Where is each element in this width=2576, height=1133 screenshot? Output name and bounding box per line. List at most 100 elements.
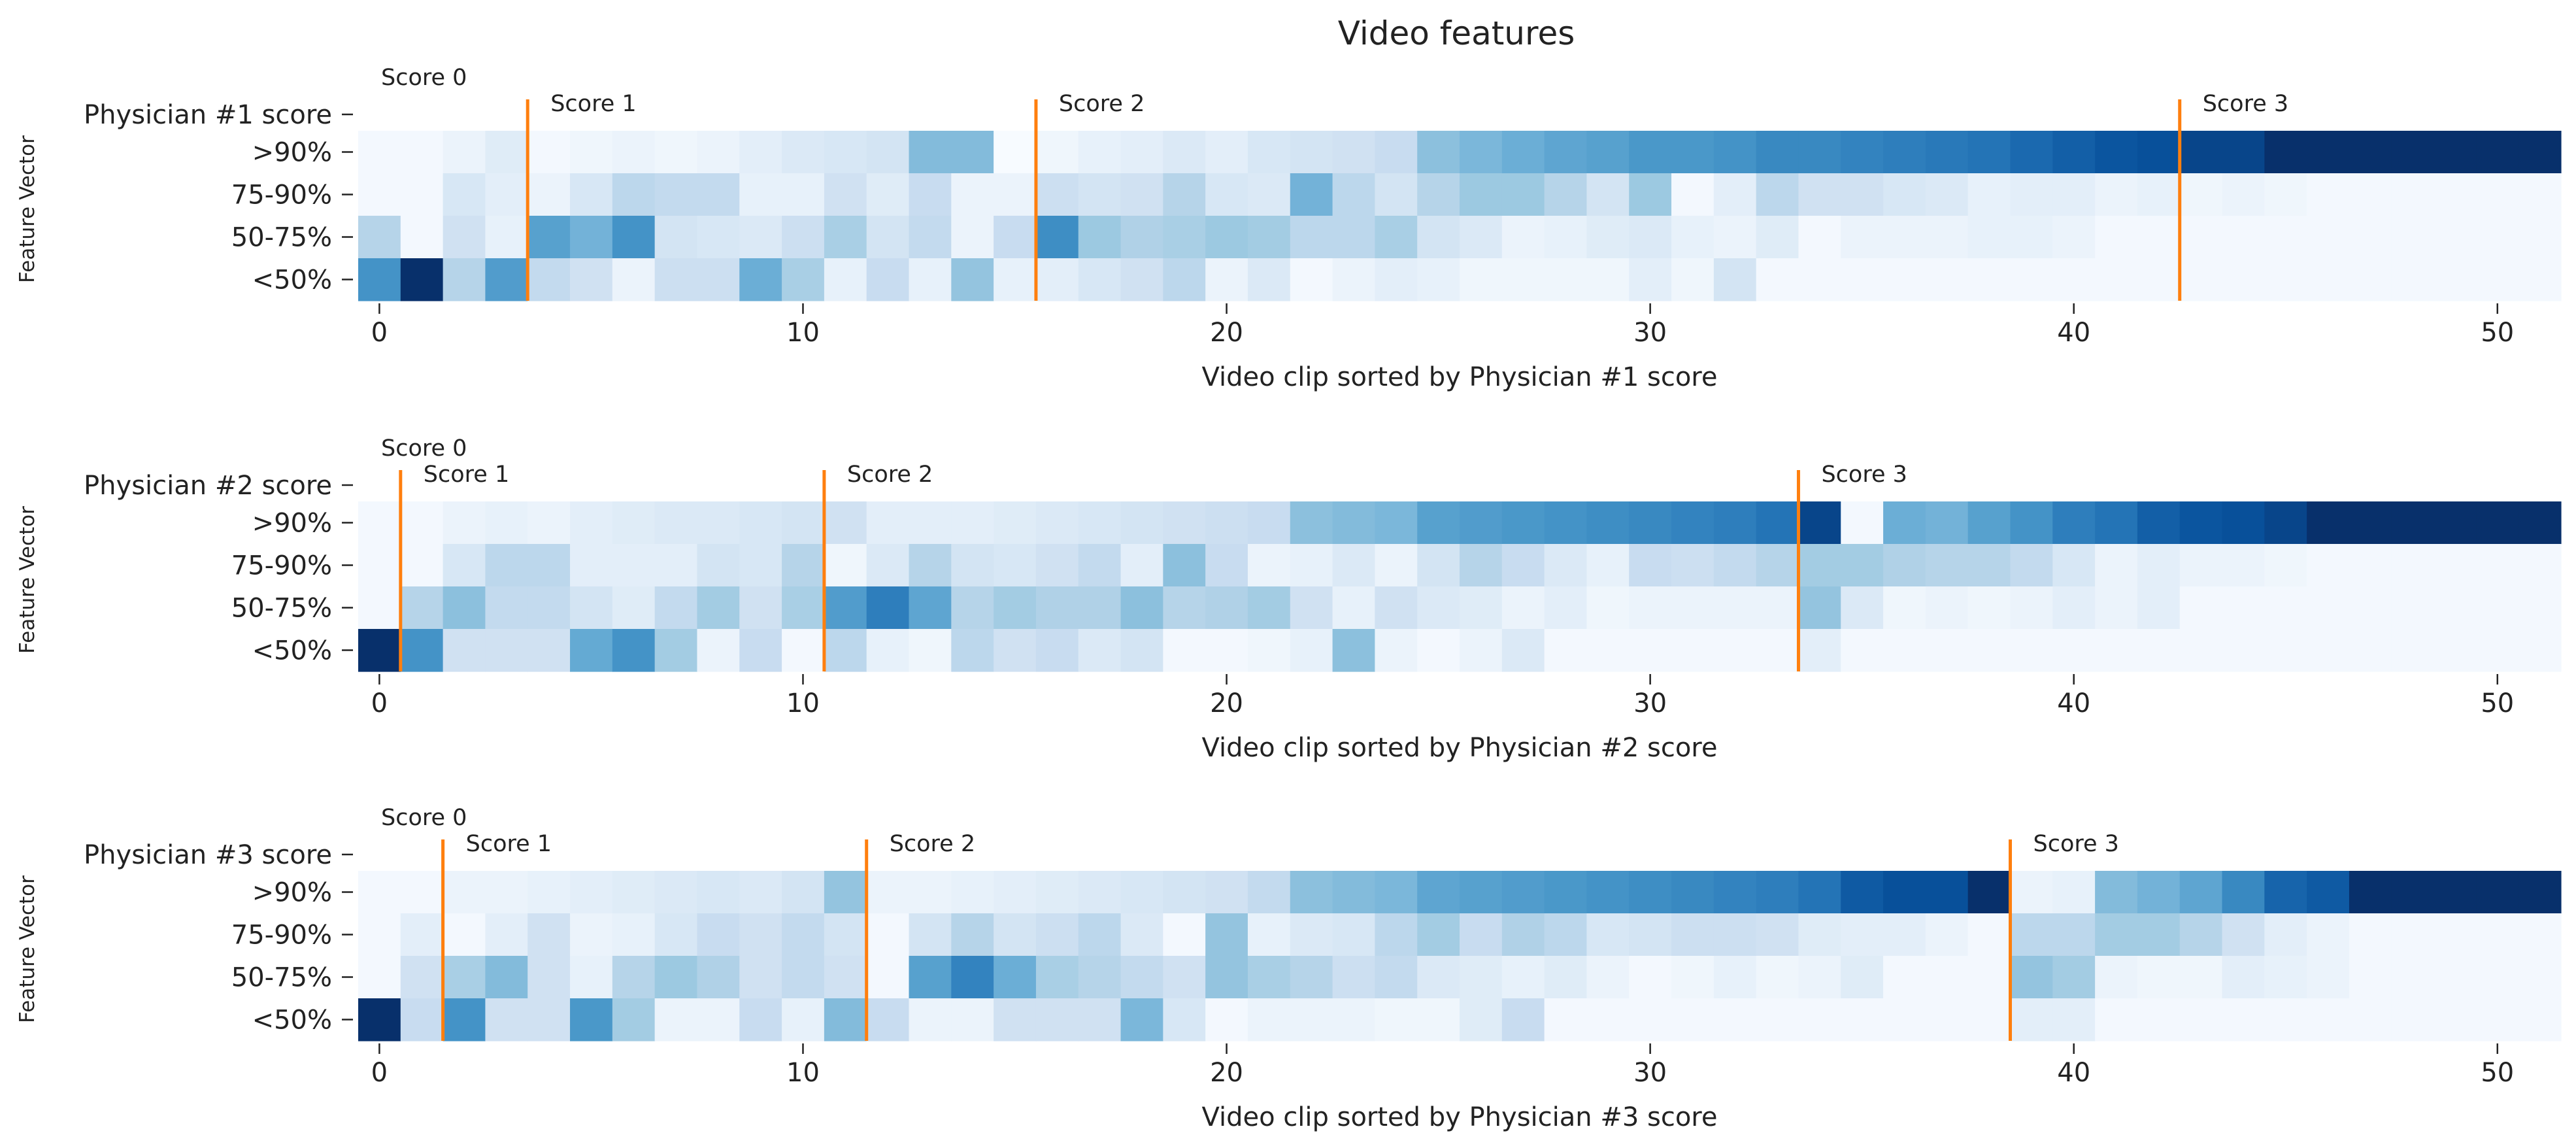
heatmap-cell (1883, 629, 1926, 672)
heatmap-cell (994, 998, 1037, 1041)
heatmap-cell (2518, 173, 2562, 216)
y-tick-label: <50% (252, 1006, 332, 1036)
heatmap-cell (1035, 173, 1079, 216)
heatmap-cell (1247, 913, 1291, 956)
heatmap-cell (2391, 131, 2435, 174)
heatmap-cell (2179, 131, 2223, 174)
heatmap-cell (485, 544, 528, 587)
heatmap-cell (1120, 629, 1163, 672)
heatmap-cell (358, 956, 401, 999)
heatmap-cell (1417, 998, 1460, 1041)
heatmap-cell (1501, 216, 1545, 259)
heatmap-cell (443, 913, 486, 956)
heatmap-cell (1967, 131, 2011, 174)
heatmap-cell (739, 871, 782, 914)
heatmap-cell (400, 586, 444, 630)
heatmap-cell (2010, 544, 2053, 587)
heatmap-cell (570, 173, 613, 216)
heatmap-cell (2010, 131, 2053, 174)
heatmap-cell (1290, 544, 1333, 587)
heatmap-cell (1163, 998, 1206, 1041)
heatmap-cell (1205, 501, 1248, 545)
heatmap-cell (2476, 131, 2519, 174)
heatmap-cell (1501, 913, 1545, 956)
heatmap-cell (1205, 998, 1248, 1041)
heatmap-cell (1883, 998, 1926, 1041)
heatmap-cell (1967, 629, 2011, 672)
heatmap-cell (2095, 501, 2138, 545)
heatmap-cell (654, 586, 698, 630)
heatmap-cell (2307, 173, 2350, 216)
heatmap-cell (1460, 131, 1503, 174)
heatmap-cell (2222, 258, 2265, 301)
heatmap-cell (2434, 216, 2477, 259)
heatmap-cell (1417, 173, 1460, 216)
heatmap-cell (2137, 501, 2181, 545)
heatmap-cell (443, 629, 486, 672)
heatmap-cell (1798, 956, 1841, 999)
heatmap-cell (1332, 586, 1375, 630)
heatmap-cell (824, 998, 867, 1041)
heatmap-cell (2137, 998, 2181, 1041)
heatmap-cell (909, 544, 952, 587)
heatmap-cell (1925, 586, 1969, 630)
heatmap-cell (951, 544, 994, 587)
heatmap-cell (2137, 216, 2181, 259)
heatmap-cell (1332, 871, 1375, 914)
heatmap-cell (443, 871, 486, 914)
score-label: Score 2 (890, 831, 975, 857)
heatmap-cell (654, 871, 698, 914)
heatmap-cell (527, 913, 571, 956)
heatmap-cell (1035, 956, 1079, 999)
heatmap-cell (739, 501, 782, 545)
chart-title: Video features (1338, 14, 1575, 52)
heatmap-cell (2476, 998, 2519, 1041)
heatmap-cell (1883, 871, 1926, 914)
heatmap-cell (1460, 586, 1503, 630)
heatmap-cell (697, 501, 740, 545)
x-tick-label: 10 (786, 688, 820, 719)
heatmap-cell (443, 173, 486, 216)
heatmap-cell (1290, 501, 1333, 545)
heatmap-cell (2095, 131, 2138, 174)
heatmap-cell (612, 586, 656, 630)
heatmap-cell (1925, 998, 1969, 1041)
x-tick-label: 20 (1210, 318, 1243, 348)
heatmap-cell (824, 131, 867, 174)
heatmap-cell (1586, 956, 1630, 999)
heatmap-cell (2391, 173, 2435, 216)
heatmap-cell (697, 913, 740, 956)
score-label: Score 1 (466, 831, 552, 857)
heatmap-cell (2518, 956, 2562, 999)
heatmap-cell (2264, 629, 2307, 672)
heatmap-cell (2095, 586, 2138, 630)
heatmap-cell (2476, 956, 2519, 999)
heatmap-cell (1375, 871, 1418, 914)
heatmap-cell (2137, 586, 2181, 630)
heatmap-panel-2: Physician #2 score >90% 75-90% 50-75% <50% Fe… (16, 435, 2562, 763)
heatmap-cell (697, 871, 740, 914)
heatmap-cell (570, 258, 613, 301)
heatmap-cell (2010, 998, 2053, 1041)
heatmap-cell (1967, 173, 2011, 216)
heatmap-cell (1629, 501, 1672, 545)
heatmap-cell (1671, 629, 1715, 672)
heatmap-cell (612, 913, 656, 956)
heatmap-cell (2052, 544, 2096, 587)
heatmap-cell (2434, 586, 2477, 630)
heatmap-cell (1205, 173, 1248, 216)
y-axis-title: Feature Vector (16, 135, 39, 283)
y-tick-label: 50-75% (231, 963, 332, 993)
heatmap-cell (2010, 258, 2053, 301)
heatmap-cell (1460, 258, 1503, 301)
heatmap-cell (2179, 956, 2223, 999)
heatmap-cell (1332, 216, 1375, 259)
heatmap-cell (1586, 871, 1630, 914)
heatmap-cell (994, 501, 1037, 545)
heatmap-cell (1290, 173, 1333, 216)
heatmap-cell (2095, 544, 2138, 587)
heatmap-cell (2010, 913, 2053, 956)
heatmap-cell (2349, 173, 2392, 216)
score-label: Score 1 (550, 91, 636, 117)
x-tick-label: 0 (371, 688, 388, 719)
